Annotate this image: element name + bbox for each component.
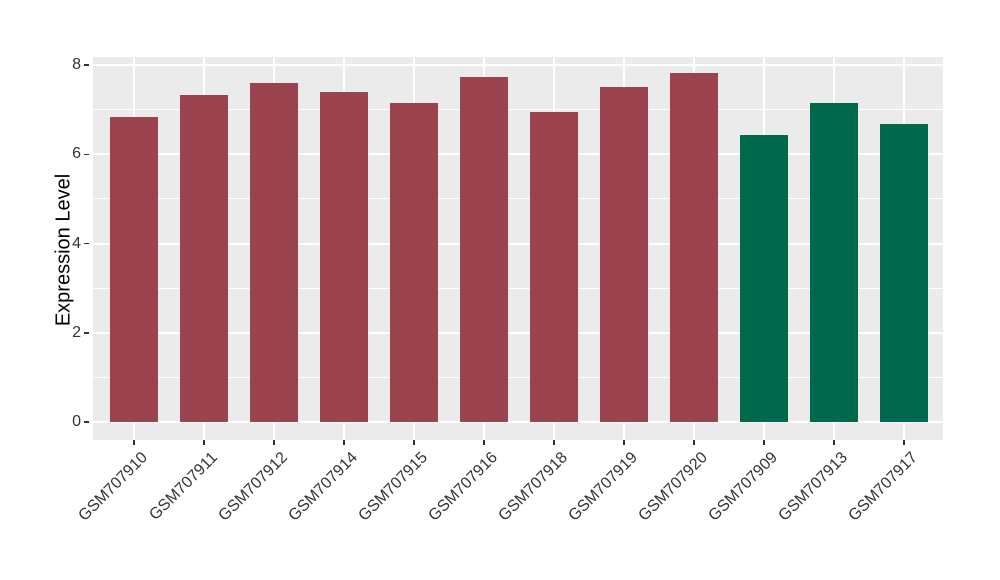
bar-GSM707920 [670, 73, 718, 422]
bar-GSM707912 [250, 83, 298, 422]
x-tick-mark [693, 440, 695, 445]
y-tick-mark [84, 153, 89, 155]
gridline-major [93, 64, 943, 66]
gridline-major [93, 421, 943, 423]
bar-GSM707909 [740, 135, 788, 422]
x-tick-label: GSM707914 [285, 449, 362, 525]
gridline-major [93, 153, 943, 156]
x-tick-mark [413, 440, 415, 445]
bar-GSM707911 [180, 95, 228, 422]
y-tick-label: 4 [72, 234, 81, 252]
y-tick-mark [84, 64, 89, 66]
x-tick-label: GSM707912 [215, 449, 292, 525]
gridline-minor [93, 109, 943, 111]
x-tick-label: GSM707909 [705, 449, 782, 525]
x-tick-mark [203, 440, 205, 445]
y-tick-label: 2 [72, 323, 81, 341]
gridline-major [93, 331, 943, 334]
y-tick-mark [84, 242, 89, 245]
x-tick-mark [483, 440, 485, 445]
y-tick-label: 0 [72, 413, 81, 430]
x-tick-label: GSM707917 [845, 449, 922, 525]
y-tick-mark [84, 421, 89, 423]
x-tick-mark [553, 440, 555, 445]
bar-GSM707915 [390, 103, 438, 422]
x-tick-label: GSM707911 [146, 449, 222, 524]
x-tick-mark [903, 440, 905, 445]
x-tick-mark [623, 440, 625, 445]
y-tick-label: 8 [72, 56, 81, 73]
bar-GSM707914 [320, 92, 368, 422]
plot-panel [93, 57, 943, 440]
y-tick-label: 6 [72, 145, 81, 163]
x-tick-mark [833, 440, 835, 445]
bar-GSM707917 [880, 124, 928, 422]
gridline-major [93, 242, 943, 245]
gridline-minor [93, 376, 943, 378]
x-tick-label: GSM707918 [495, 449, 572, 525]
bar-GSM707918 [530, 111, 578, 422]
x-tick-mark [273, 440, 275, 445]
x-tick-mark [343, 440, 345, 445]
bar-GSM707910 [110, 117, 158, 422]
x-tick-mark [133, 440, 135, 445]
x-tick-label: GSM707915 [355, 449, 432, 525]
x-tick-label: GSM707919 [565, 449, 642, 525]
x-tick-label: GSM707910 [75, 449, 152, 525]
x-tick-label: GSM707920 [635, 449, 712, 525]
bar-GSM707913 [810, 103, 858, 422]
x-tick-mark [763, 440, 765, 445]
gridline-minor [93, 287, 943, 289]
gridline-minor [93, 198, 943, 200]
bar-GSM707916 [460, 76, 508, 422]
x-tick-label: GSM707913 [775, 449, 852, 525]
bar-GSM707919 [600, 87, 648, 422]
x-tick-label: GSM707916 [425, 449, 502, 525]
y-tick-mark [84, 332, 89, 334]
